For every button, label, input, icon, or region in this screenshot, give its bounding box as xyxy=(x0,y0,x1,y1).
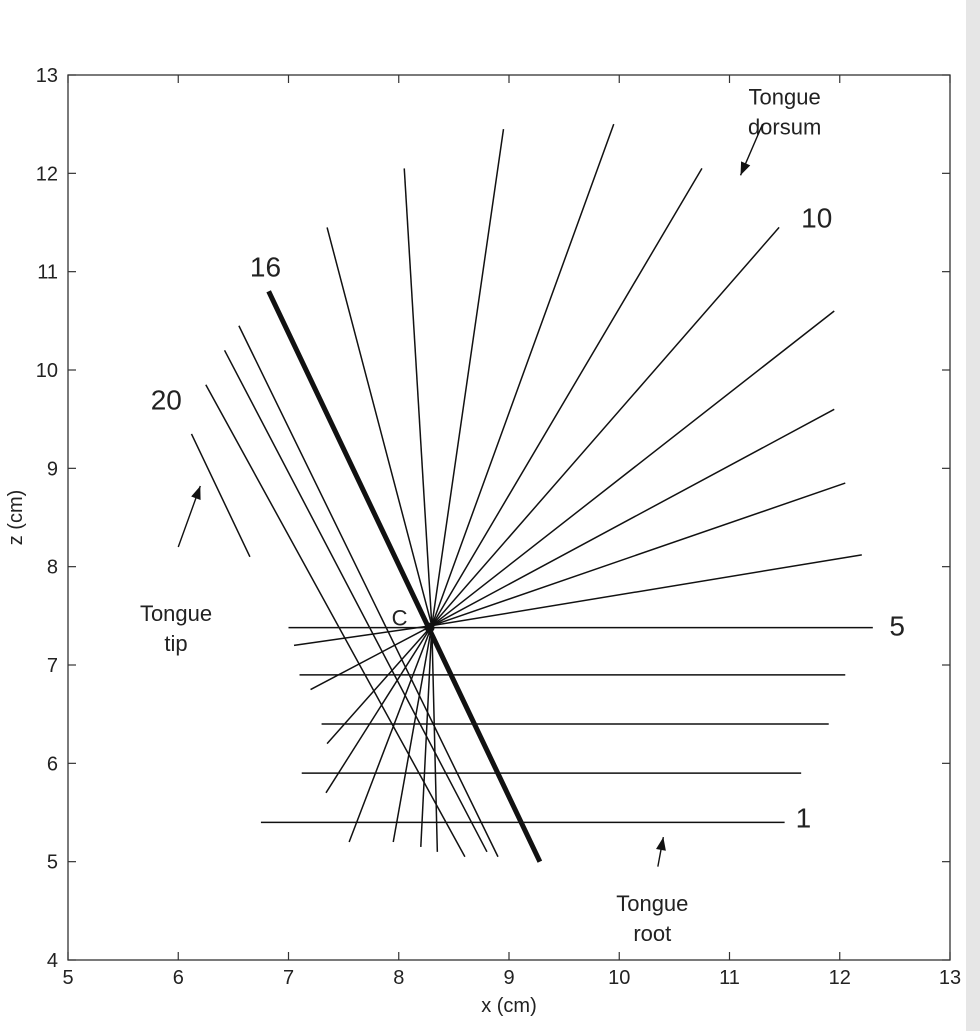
x-tick-label: 13 xyxy=(939,967,961,989)
line-number-label-5: 5 xyxy=(889,611,905,642)
series-line-23 xyxy=(431,625,439,852)
annotation-tongue-dorsum-line-1: Tongue xyxy=(749,85,821,110)
x-tick-label: 9 xyxy=(503,967,514,989)
annotation-tongue-root-line-1: Tongue xyxy=(616,891,688,916)
annotation-arrowhead-tongue-tip xyxy=(191,486,201,500)
x-axis-label: x (cm) xyxy=(481,995,537,1017)
series-line-27 xyxy=(310,625,433,691)
line-number-label-1: 1 xyxy=(796,802,812,833)
series-line-22 xyxy=(392,625,433,843)
annotation-tongue-tip-line-2: tip xyxy=(164,631,187,656)
y-tick-label: 7 xyxy=(47,655,58,677)
labels: C 1 5 10 16 20 Tongue dorsum Tongue tip Tongue root xyxy=(140,85,905,946)
y-tick-label: 12 xyxy=(36,163,58,185)
series-line-25 xyxy=(325,625,433,794)
line-number-label-16: 16 xyxy=(250,252,281,283)
series-line-28 xyxy=(293,624,432,647)
series-line-10 xyxy=(431,226,780,627)
series-line-19 xyxy=(205,384,466,858)
y-axis-label: z (cm) xyxy=(5,490,27,546)
x-tick-label: 5 xyxy=(62,967,73,989)
data-lines xyxy=(190,123,873,863)
series-line-26 xyxy=(326,625,433,745)
series-line-12 xyxy=(431,123,615,626)
x-tick-label: 8 xyxy=(393,967,404,989)
series-line-8 xyxy=(431,408,835,627)
center-point xyxy=(424,622,435,633)
x-tick-label: 6 xyxy=(173,967,184,989)
series-line-17 xyxy=(238,325,499,858)
series-line-7 xyxy=(431,482,846,627)
y-tick-label: 10 xyxy=(36,360,58,382)
series-line-9 xyxy=(431,310,835,627)
annotation-arrowhead-tongue-dorsum xyxy=(740,161,751,176)
series-line-20 xyxy=(190,433,251,558)
line-number-label-10: 10 xyxy=(801,202,832,233)
y-tick-label: 11 xyxy=(37,262,58,284)
x-tick-label: 10 xyxy=(608,967,630,989)
series-line-18 xyxy=(223,349,488,853)
x-tick-label: 11 xyxy=(719,967,740,989)
series-line-11 xyxy=(431,168,703,627)
center-label: C xyxy=(392,606,408,631)
x-tick-label: 7 xyxy=(283,967,294,989)
y-tick-label: 5 xyxy=(47,852,58,874)
y-tick-label: 6 xyxy=(47,753,58,775)
y-tick-label: 4 xyxy=(47,950,58,972)
annotation-tongue-tip-line-1: Tongue xyxy=(140,601,212,626)
y-tick-label: 8 xyxy=(47,557,58,579)
series-line-6 xyxy=(431,554,862,627)
series-line-15 xyxy=(326,227,433,626)
annotation-arrowhead-tongue-root xyxy=(656,837,666,851)
x-tick-label: 12 xyxy=(829,967,851,989)
line-number-label-20: 20 xyxy=(151,384,182,415)
y-tick-label: 13 xyxy=(36,65,58,87)
series-line-16 xyxy=(266,290,543,863)
series-line-24 xyxy=(420,625,433,847)
series-line-14 xyxy=(403,168,433,626)
annotation-tongue-dorsum-line-2: dorsum xyxy=(748,115,821,140)
series-line-13 xyxy=(431,128,505,626)
right-edge-strip xyxy=(966,0,980,1031)
series-line-21 xyxy=(348,625,433,843)
y-tick-label: 9 xyxy=(47,458,58,480)
annotation-tongue-root-line-2: root xyxy=(633,921,671,946)
